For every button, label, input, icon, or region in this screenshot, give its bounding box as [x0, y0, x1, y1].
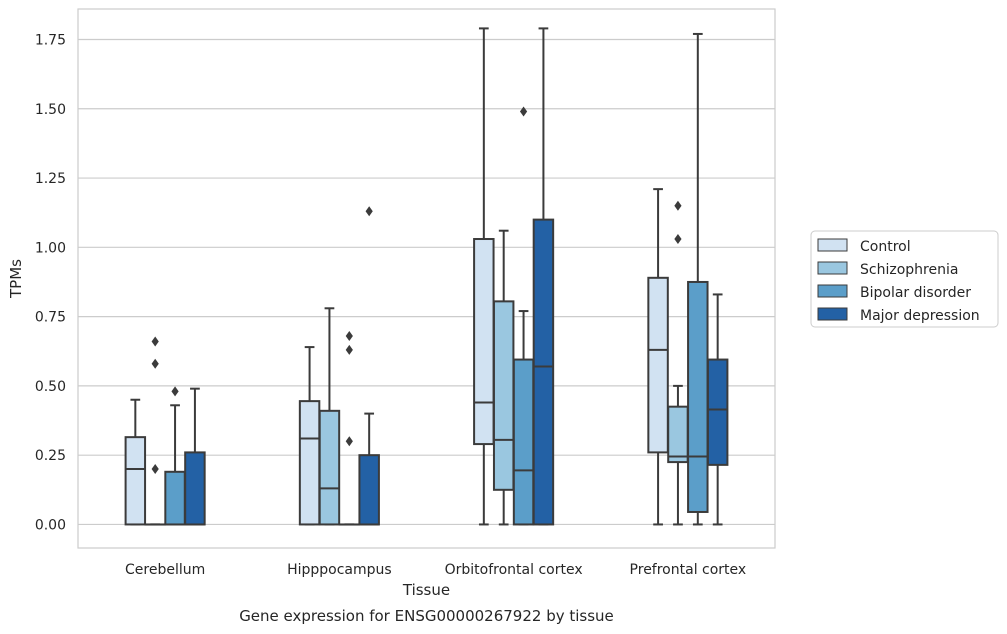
legend-swatch — [817, 238, 848, 252]
box-iqr — [647, 276, 669, 454]
outlier-point — [345, 436, 353, 447]
box-2-3 — [687, 32, 709, 526]
box-iqr — [532, 218, 555, 526]
x-axis-label: Tissue — [402, 581, 450, 599]
x-tick-label: Cerebellum — [125, 562, 205, 578]
outlier-point — [151, 464, 159, 475]
outlier-point — [171, 386, 179, 397]
box-iqr — [706, 358, 729, 466]
y-tick-label: 1.75 — [35, 32, 66, 48]
box-2-2 — [512, 106, 535, 526]
legend-label: Major depression — [860, 308, 980, 324]
box-iqr — [667, 405, 689, 464]
x-tick-label: Orbitofrontal cortex — [445, 562, 583, 578]
outlier-point — [674, 234, 682, 245]
box-0-2 — [473, 27, 495, 526]
outlier-point — [365, 206, 373, 217]
y-tick-label: 0.00 — [35, 517, 66, 533]
box-3-1 — [358, 206, 380, 526]
box-1-1 — [318, 307, 341, 526]
box-1-3 — [667, 200, 689, 526]
outlier-point — [674, 200, 682, 211]
outlier-point — [519, 106, 528, 117]
y-tick-label: 1.00 — [35, 240, 66, 256]
box-2-1 — [338, 331, 361, 526]
outlier-point — [345, 331, 353, 342]
y-axis-label: TPMs — [7, 259, 25, 299]
legend-swatch — [817, 307, 848, 321]
box-3-2 — [532, 27, 555, 526]
outlier-point — [151, 336, 159, 347]
box-1-0 — [144, 336, 166, 526]
box-1-2 — [492, 229, 515, 526]
outlier-point — [345, 344, 353, 355]
y-tick-labels: 0.00 0.25 0.50 0.75 1.00 1.25 1.50 1.75 — [35, 32, 66, 533]
box-3-0 — [184, 387, 206, 526]
legend-swatch — [817, 261, 848, 275]
x-tick-labels: Cerebellum Hipppocampus Orbitofrontal cort… — [125, 562, 746, 578]
box-iqr — [512, 358, 535, 526]
y-tick-label: 0.50 — [35, 379, 66, 395]
legend-label: Schizophrenia — [860, 262, 958, 278]
outlier-point — [151, 358, 159, 369]
y-tick-label: 0.75 — [35, 310, 66, 326]
box-iqr — [124, 436, 147, 526]
box-iqr — [298, 400, 321, 526]
y-tick-label: 1.50 — [35, 102, 66, 118]
box-plots — [124, 27, 729, 526]
legend-label: Control — [860, 239, 911, 255]
legend-frame — [810, 230, 999, 328]
y-tick-label: 0.25 — [35, 448, 66, 464]
box-iqr — [164, 470, 186, 526]
chart-title: Gene expression for ENSG00000267922 by t… — [239, 607, 614, 625]
y-tick-label: 1.25 — [35, 171, 66, 187]
x-tick-label: Prefrontal cortex — [630, 562, 747, 578]
legend-swatch — [817, 284, 848, 298]
box-iqr — [473, 238, 495, 446]
box-iqr — [687, 280, 709, 513]
box-0-1 — [298, 346, 321, 526]
box-0-0 — [124, 398, 147, 526]
plot-frame — [77, 8, 776, 549]
box-iqr — [318, 409, 341, 526]
box-3-3 — [706, 293, 729, 526]
box-iqr — [184, 451, 206, 526]
legend-label: Bipolar disorder — [860, 285, 971, 301]
box-iqr — [492, 300, 515, 491]
box-iqr — [358, 454, 380, 526]
box-0-3 — [647, 188, 669, 526]
x-tick-label: Hipppocampus — [287, 562, 392, 578]
legend: Control Schizophrenia Bipolar disorder Majo… — [810, 230, 999, 328]
